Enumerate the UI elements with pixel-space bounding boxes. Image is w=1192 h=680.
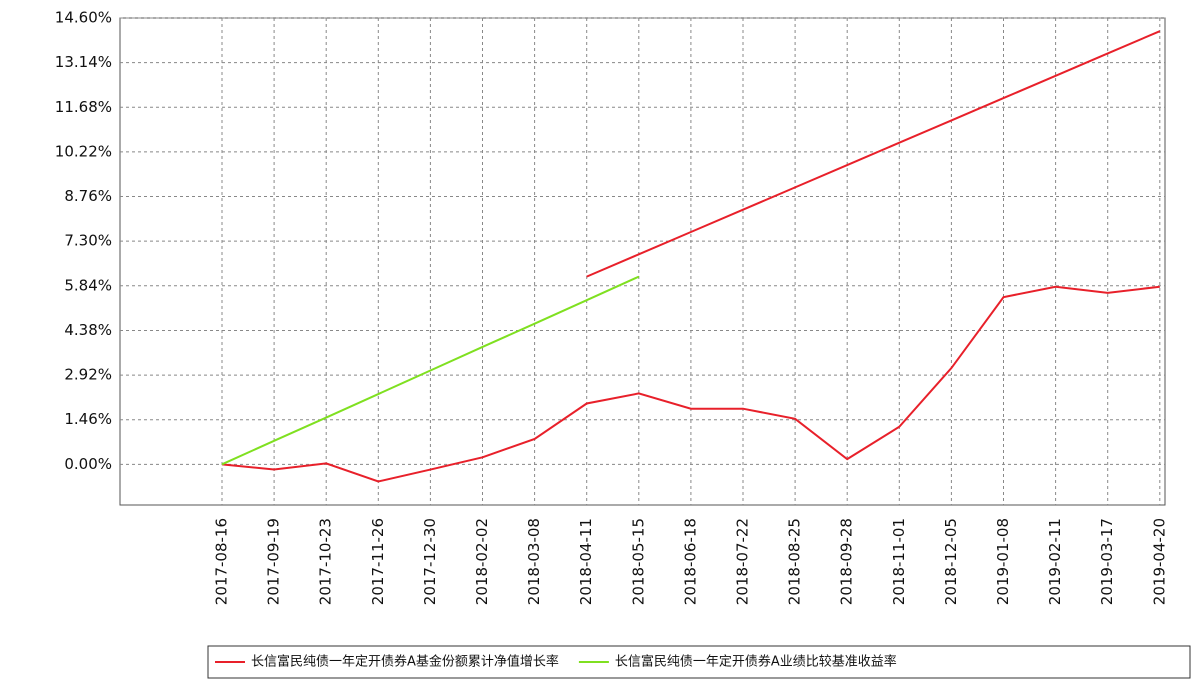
y-tick-label: 2.92% xyxy=(64,366,112,384)
x-tick-label: 2018-07-22 xyxy=(734,518,752,605)
x-tick-label: 2018-08-25 xyxy=(786,518,804,605)
x-tick-label: 2018-03-08 xyxy=(525,518,543,605)
plot-frame xyxy=(119,17,1166,506)
series-line xyxy=(586,30,1161,278)
x-tick-label: 2018-05-15 xyxy=(629,518,647,605)
y-tick-label: 1.46% xyxy=(64,410,112,428)
series-line xyxy=(221,275,640,466)
legend-label: 长信富民纯债一年定开债券A基金份额累计净值增长率 xyxy=(251,654,559,670)
y-tick-label: 0.00% xyxy=(64,455,112,473)
y-tick-label: 13.14% xyxy=(55,53,112,71)
y-tick-label: 10.22% xyxy=(55,142,112,160)
x-tick-label: 2017-08-16 xyxy=(213,518,231,605)
x-tick-label: 2018-12-05 xyxy=(942,518,960,605)
x-tick-label: 2019-01-08 xyxy=(994,518,1012,605)
x-tick-label: 2017-09-19 xyxy=(265,518,283,605)
y-tick-label: 8.76% xyxy=(64,187,112,205)
y-tick-label: 4.38% xyxy=(64,321,112,339)
x-tick-label: 2017-11-26 xyxy=(369,518,387,605)
x-tick-label: 2017-12-30 xyxy=(421,518,439,605)
legend-label: 长信富民纯债一年定开债券A业绩比较基准收益率 xyxy=(615,654,897,670)
x-tick-label: 2017-10-23 xyxy=(317,518,335,605)
y-tick-label: 11.68% xyxy=(55,98,112,116)
x-tick-label: 2019-04-20 xyxy=(1150,518,1168,605)
y-tick-label: 7.30% xyxy=(64,232,112,250)
y-tick-label: 14.60% xyxy=(55,9,112,27)
y-tick-label: 5.84% xyxy=(64,276,112,294)
x-tick-label: 2018-04-11 xyxy=(577,518,595,605)
series-line xyxy=(221,285,1160,483)
x-tick-label: 2018-02-02 xyxy=(473,518,491,605)
legend-box xyxy=(207,645,1191,679)
x-tick-label: 2018-06-18 xyxy=(681,518,699,605)
x-tick-label: 2018-09-28 xyxy=(838,518,856,605)
x-tick-label: 2019-02-11 xyxy=(1046,518,1064,605)
x-tick-label: 2019-03-17 xyxy=(1098,518,1116,605)
x-tick-label: 2018-11-01 xyxy=(890,518,908,605)
